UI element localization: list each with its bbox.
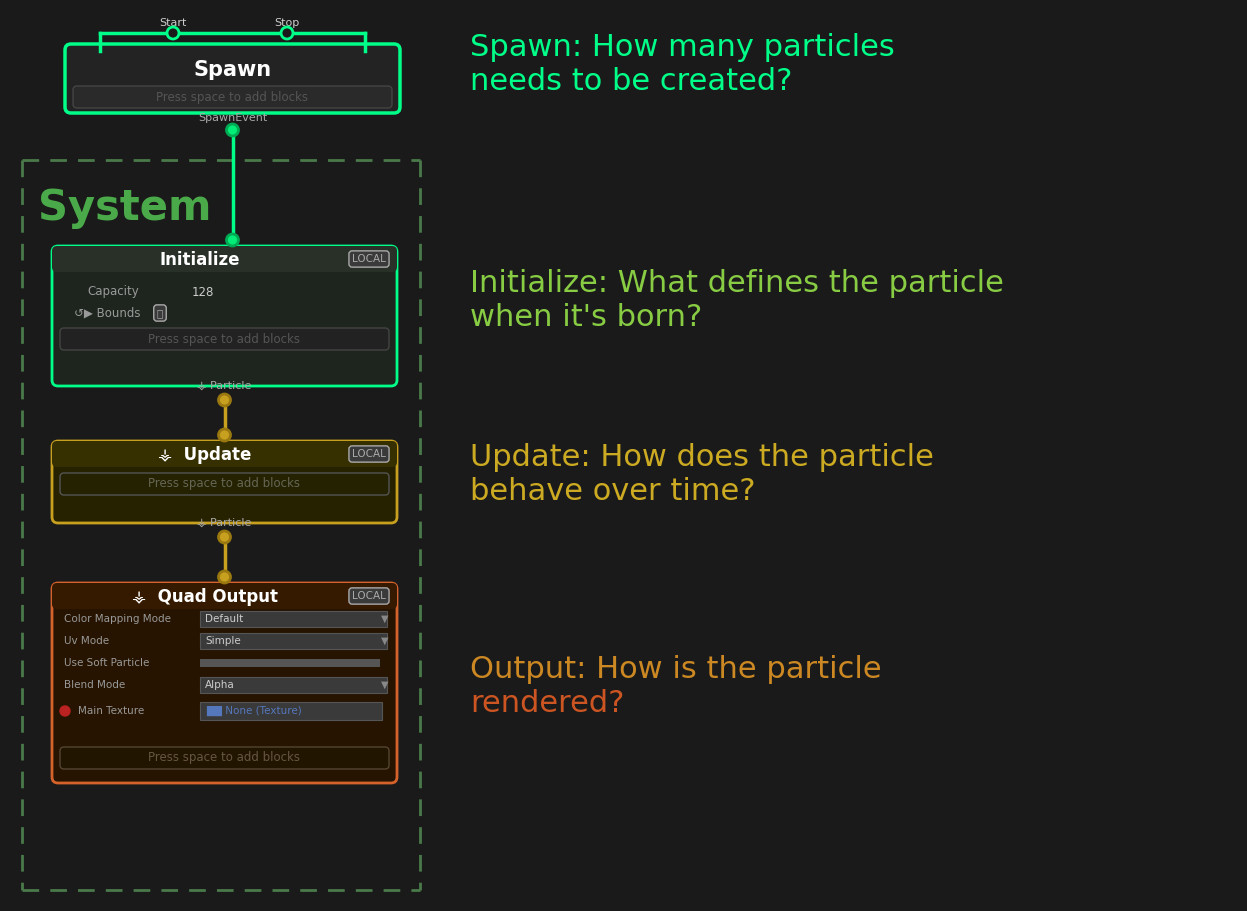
Text: ▼: ▼ [382,614,389,624]
FancyBboxPatch shape [74,86,392,108]
Text: LOCAL: LOCAL [352,449,385,459]
Text: System: System [37,187,212,229]
Text: ⚶ Particle: ⚶ Particle [197,381,252,391]
Text: ██ None (Texture): ██ None (Texture) [206,706,302,716]
Text: rendered?: rendered? [470,690,625,719]
Circle shape [227,124,238,136]
FancyBboxPatch shape [60,747,389,769]
Text: LOCAL: LOCAL [352,254,385,264]
FancyBboxPatch shape [52,583,397,609]
FancyBboxPatch shape [52,441,397,467]
Text: Press space to add blocks: Press space to add blocks [148,752,301,764]
Text: ⚶  Update: ⚶ Update [158,446,251,464]
Circle shape [218,531,231,543]
Text: Alpha: Alpha [205,680,234,690]
Text: Simple: Simple [205,636,241,646]
Text: Blend Mode: Blend Mode [64,680,125,690]
Text: needs to be created?: needs to be created? [470,67,792,97]
Bar [200,633,387,649]
Text: Stop: Stop [274,18,299,28]
Text: Capacity: Capacity [87,285,138,299]
Bar [200,611,387,627]
Text: Output: How is the particle: Output: How is the particle [470,656,882,684]
Text: Color Mapping Mode: Color Mapping Mode [64,614,171,624]
Bar [200,659,380,667]
Circle shape [218,394,231,406]
FancyBboxPatch shape [60,328,389,350]
Circle shape [167,27,180,39]
Text: Use Soft Particle: Use Soft Particle [64,658,150,668]
FancyBboxPatch shape [52,246,397,386]
Text: Main Texture: Main Texture [79,706,145,716]
Text: Initialize: Initialize [160,251,239,269]
Text: Start: Start [160,18,187,28]
Text: Ⓛ: Ⓛ [157,308,163,318]
Text: Initialize: What defines the particle: Initialize: What defines the particle [470,269,1004,298]
FancyBboxPatch shape [65,44,400,113]
Text: 128: 128 [192,285,214,299]
Text: ↺▶ Bounds: ↺▶ Bounds [74,306,141,320]
Text: ⚶  Quad Output: ⚶ Quad Output [131,588,278,606]
Text: Press space to add blocks: Press space to add blocks [148,477,301,490]
FancyBboxPatch shape [52,583,397,783]
Text: SpawnEvent: SpawnEvent [198,113,267,123]
Circle shape [60,706,70,716]
Circle shape [218,571,231,583]
FancyBboxPatch shape [60,473,389,495]
Circle shape [218,429,231,441]
Text: when it's born?: when it's born? [470,302,702,332]
Text: ⚶ Particle: ⚶ Particle [197,518,252,528]
Circle shape [281,27,293,39]
Bar [200,677,387,693]
Circle shape [227,234,238,246]
Text: Spawn: How many particles: Spawn: How many particles [470,34,895,63]
Text: Update: How does the particle: Update: How does the particle [470,444,934,473]
Text: Uv Mode: Uv Mode [64,636,110,646]
Text: Press space to add blocks: Press space to add blocks [148,333,301,345]
Text: Press space to add blocks: Press space to add blocks [157,90,308,104]
FancyBboxPatch shape [52,441,397,523]
Text: behave over time?: behave over time? [470,477,756,507]
Text: Default: Default [205,614,243,624]
Bar [200,702,382,720]
Text: ▼: ▼ [382,680,389,690]
FancyBboxPatch shape [52,246,397,272]
Text: LOCAL: LOCAL [352,591,385,601]
Text: ▼: ▼ [382,636,389,646]
Text: Spawn: Spawn [193,60,272,80]
